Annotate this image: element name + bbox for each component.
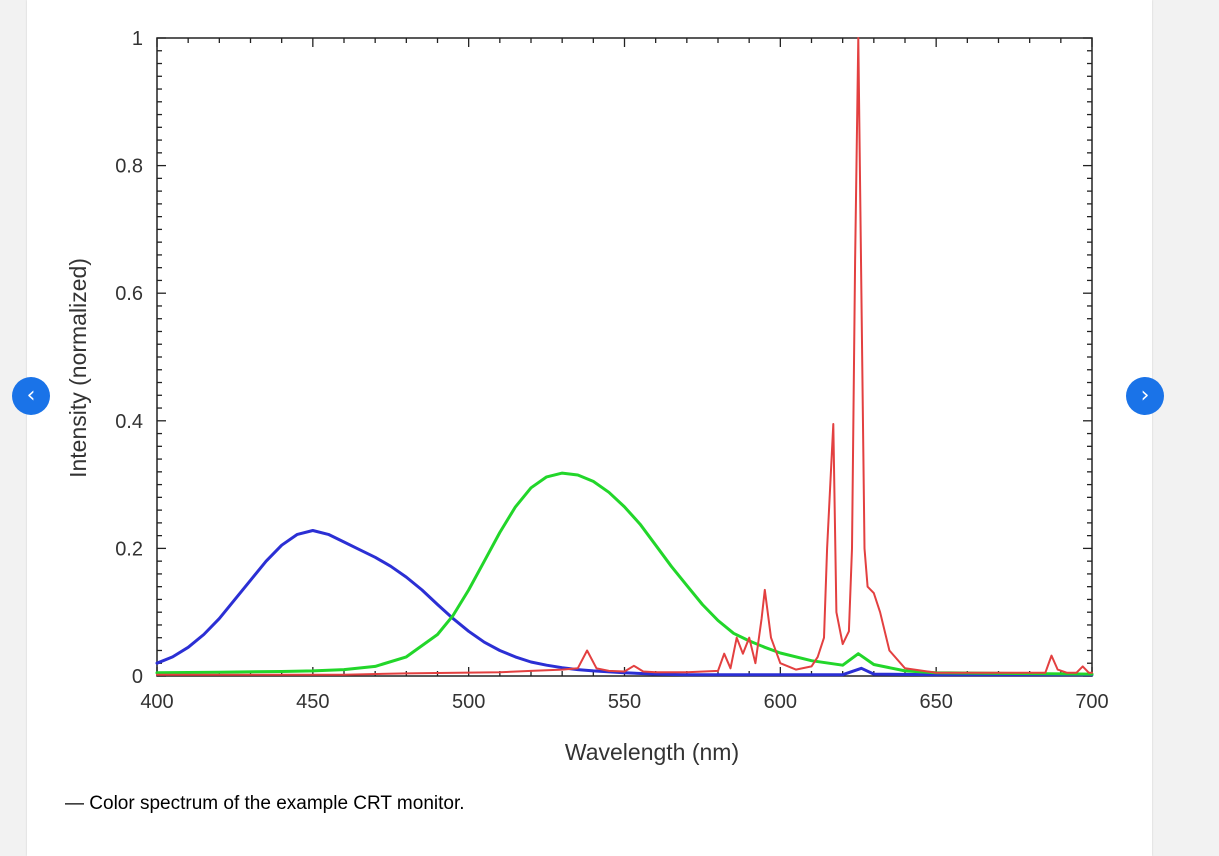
y-tick-label: 0.4 <box>115 411 143 433</box>
spectrum-chart: 400 450 500 550 600 650 700 0 0.2 0.4 0.6 0.8 1 Wave… <box>65 28 1109 765</box>
x-tick-label: 400 <box>140 691 173 713</box>
chevron-left-icon: ‹ <box>26 383 36 408</box>
x-tick-label: 600 <box>764 691 797 713</box>
previous-button[interactable]: ‹ <box>12 377 50 415</box>
x-tick-label: 650 <box>919 691 952 713</box>
series-line-2 <box>155 471 1094 676</box>
series-line-3 <box>156 37 1093 676</box>
content-card <box>27 0 1152 856</box>
plot-frame <box>156 37 1093 677</box>
x-tick-label: 500 <box>452 691 485 713</box>
tick-labels: 400 450 500 550 600 650 700 0 0.2 0.4 0.6 0.8 1 <box>115 28 1109 713</box>
y-axis-label: Intensity (normalized) <box>65 258 91 478</box>
series-line-1 <box>155 529 1094 677</box>
y-tick-label: 0 <box>132 666 143 688</box>
next-button[interactable]: › <box>1126 377 1164 415</box>
series-lines <box>155 37 1094 677</box>
x-axis-label: Wavelength (nm) <box>565 739 739 765</box>
y-tick-label: 0.8 <box>115 156 143 178</box>
x-tick-label: 700 <box>1075 691 1108 713</box>
axis-ticks <box>156 37 1093 677</box>
x-tick-label: 450 <box>296 691 329 713</box>
y-tick-label: 0.2 <box>115 538 143 560</box>
x-tick-label: 550 <box>608 691 641 713</box>
figure-caption: — Color spectrum of the example CRT moni… <box>65 793 465 814</box>
y-tick-label: 0.6 <box>115 283 143 305</box>
plot-border <box>156 37 1093 677</box>
y-tick-label: 1 <box>132 28 143 50</box>
chevron-right-icon: › <box>1140 383 1150 408</box>
